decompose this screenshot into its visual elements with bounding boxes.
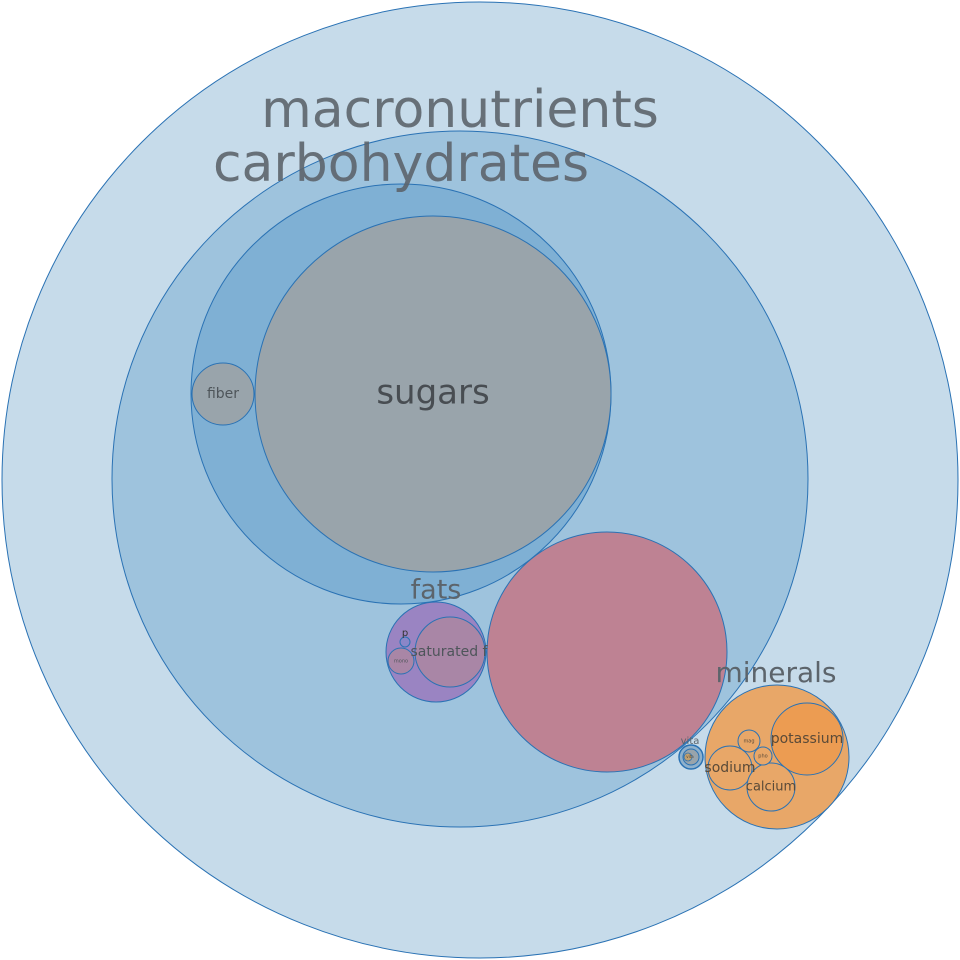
- circle-mono[interactable]: [387, 647, 415, 675]
- label-vitamins: vita: [681, 736, 700, 747]
- label-potassium: potassium: [771, 731, 844, 747]
- label-macronutrients: macronutrients: [261, 80, 659, 140]
- label-saturated-fat: saturated f: [411, 644, 489, 660]
- label-fats: fats: [411, 575, 462, 606]
- circle-fiber[interactable]: [191, 362, 255, 426]
- circle-poly[interactable]: [399, 636, 411, 648]
- label-vitamin-inner: vita: [686, 754, 694, 759]
- label-carbohydrates: carbohydrates: [213, 134, 589, 194]
- circle-pho[interactable]: [753, 746, 773, 766]
- circle-sugars[interactable]: [254, 215, 612, 573]
- label-sugars: sugars: [376, 373, 489, 413]
- label-sodium: sodium: [704, 760, 755, 776]
- label-mono: mono: [394, 659, 408, 665]
- circle-pink-group[interactable]: [486, 531, 728, 773]
- label-poly: p: [402, 628, 408, 639]
- label-minerals: minerals: [715, 656, 836, 689]
- circle-calcium[interactable]: [746, 762, 796, 812]
- circle-potassium[interactable]: [770, 702, 844, 776]
- circle-vitamin-small[interactable]: [683, 752, 693, 762]
- label-fiber: fiber: [207, 386, 239, 402]
- label-calcium: calcium: [746, 780, 796, 795]
- circle-mag[interactable]: [737, 729, 761, 753]
- label-pho: pho: [758, 754, 767, 760]
- circle-saturated-fat[interactable]: [414, 616, 486, 688]
- label-mag: mag: [743, 739, 754, 745]
- circle-sodium[interactable]: [707, 745, 753, 791]
